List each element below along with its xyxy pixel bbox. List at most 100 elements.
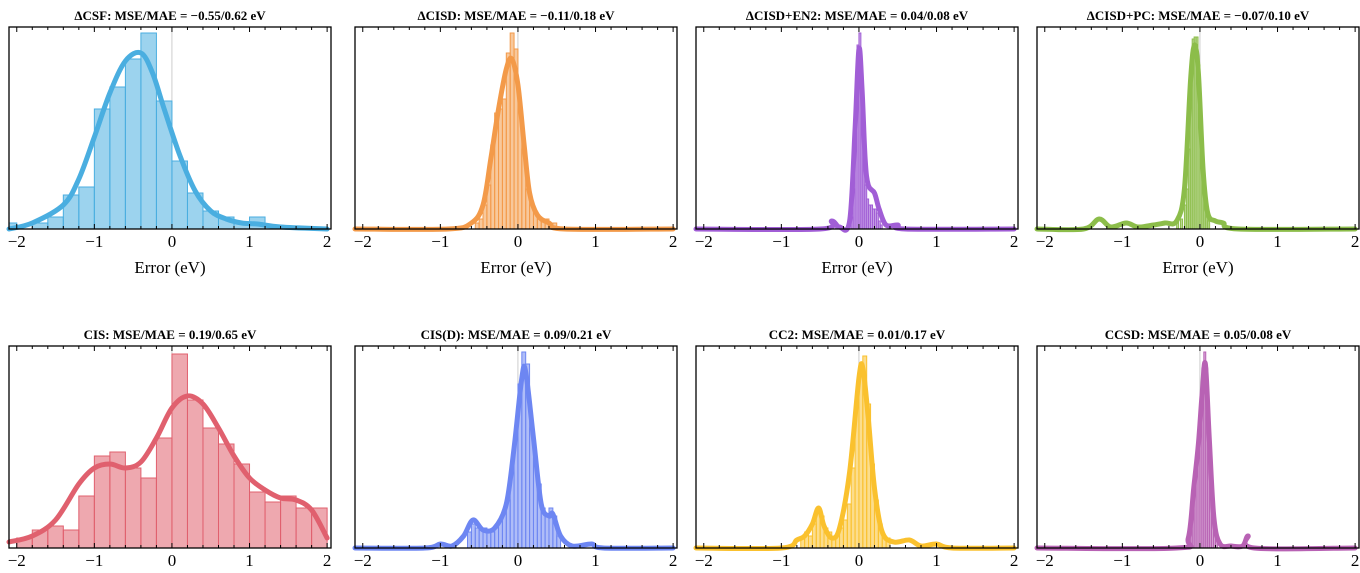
plot-frame [354,345,678,549]
kde-curve [1034,359,1358,552]
histogram-bar [217,443,235,549]
histogram-bar [62,529,80,549]
histogram-bar [467,531,472,549]
x-tick-label: 1 [591,551,600,570]
x-tick-label: 2 [323,551,332,570]
plot-frame [8,345,332,549]
x-tick-label: 1 [932,551,941,570]
x-tick-label: 1 [1273,232,1282,251]
histogram-bar [47,216,64,230]
x-tick-label: 0 [855,232,864,251]
x-tick-label: 0 [168,551,177,570]
histogram-bar [470,523,476,549]
kde-curve [6,393,330,545]
x-tick-label: −1 [772,232,790,251]
x-tick-label: 1 [932,232,941,251]
histogram-bar [202,427,219,549]
histogram-bar [264,501,282,549]
x-tick-label: −1 [1113,551,1131,570]
panel-title: CCSD: MSE/MAE = 0.05/0.08 eV [1105,327,1292,342]
x-tick-label: −1 [431,232,449,251]
x-tick-label: 0 [1196,551,1205,570]
x-tick-label: 1 [591,232,600,251]
histogram-panel-7: CC2: MSE/MAE = 0.01/0.17 eV−2−1012Error … [693,327,1019,570]
panel-title: CIS: MSE/MAE = 0.19/0.65 eV [84,327,257,342]
x-tick-label: −2 [695,551,713,570]
x-tick-label: 0 [514,232,523,251]
histogram-bar [295,507,313,549]
histogram-bar [47,525,64,549]
histogram-bar [478,218,484,230]
panel-title: CIS(D): MSE/MAE = 0.09/0.21 eV [421,327,612,342]
histogram-bar [1180,218,1183,230]
kde-curve [693,361,1017,552]
histogram-panel-8: CCSD: MSE/MAE = 0.05/0.08 eV−2−1012Error… [1034,327,1360,570]
x-axis-label: Error (eV) [480,258,551,277]
histogram-bar [850,467,856,549]
histogram-bar [505,52,511,230]
kde-curve [352,55,676,232]
histogram-panel-6: CIS(D): MSE/MAE = 0.09/0.21 eV−2−1012Err… [352,327,678,570]
histogram-bar [498,108,503,230]
histogram-bar [93,455,111,549]
histogram-bar [474,222,480,230]
x-tick-label: −2 [354,551,372,570]
histogram-bar [490,531,496,549]
x-tick-label: 0 [1196,232,1205,251]
histogram-bar [474,527,480,549]
x-tick-label: 2 [1010,551,1019,570]
x-tick-label: 2 [323,232,332,251]
x-tick-label: 0 [855,551,864,570]
histogram-bar [501,98,507,230]
plot-frame [8,26,332,230]
kde-curve [352,363,676,551]
x-tick-label: −2 [1036,551,1054,570]
x-tick-label: −1 [85,232,103,251]
plot-frame [695,345,1019,549]
x-axis-label: Error (eV) [134,258,205,277]
x-tick-label: −1 [772,551,790,570]
histogram-panel-4: ΔCISD+PC: MSE/MAE = −0.07/0.10 eV −2 −1 0 1 2… [1034,8,1360,277]
histogram-bar [186,399,204,549]
plot-frame [1036,345,1360,549]
x-tick-label: 1 [1273,551,1282,570]
panel-title: ΔCISD+EN2: MSE/MAE = 0.04/0.08 eV [746,8,969,23]
x-axis-label: Error (eV) [821,258,892,277]
x-axis-label: Error (eV) [1162,258,1233,277]
kde-curve [1034,42,1358,233]
histogram-bar [494,527,500,549]
kde-curve [6,49,330,232]
panel-title: ΔCSF: MSE/MAE = −0.55/0.62 eV [74,8,266,23]
x-tick-label: −1 [85,551,103,570]
histogram-bar [124,467,142,549]
x-tick-label: −2 [8,551,26,570]
histogram-panel-5: CIS: MSE/MAE = 0.19/0.65 eV−2−1012Error … [6,327,332,570]
histogram-panel-2: ΔCISD: MSE/MAE = −0.11/0.18 eV −2 −1 0 1 2 Err… [352,8,678,277]
x-tick-label: −2 [695,232,713,251]
histogram-bar [124,58,142,230]
histogram-bar [171,353,188,549]
histogram-bar [1207,220,1211,230]
x-tick-label: −2 [354,232,372,251]
histogram-bar [544,515,550,549]
histogram-bar [78,495,95,549]
histogram-bar [155,437,173,549]
x-tick-label: −1 [431,551,449,570]
x-tick-label: −2 [1036,232,1054,251]
x-tick-label: 2 [1010,232,1019,251]
histogram-bar [280,495,297,549]
x-tick-label: 2 [1351,232,1360,251]
histogram-bar [846,503,852,549]
histogram-bar [808,535,813,549]
x-tick-label: 1 [245,551,254,570]
histogram-bar [78,186,95,230]
histogram-bar [109,86,126,230]
x-tick-label: 0 [514,551,523,570]
x-tick-label: 2 [1351,551,1360,570]
histogram-panel-3: ΔCISD+EN2: MSE/MAE = 0.04/0.08 eV −2 −1 0 1 2… [693,8,1019,277]
panel-title: ΔCISD+PC: MSE/MAE = −0.07/0.10 eV [1087,8,1310,23]
plot-frame [354,26,678,230]
kde-curve [693,45,1017,233]
x-tick-label: 0 [168,232,177,251]
